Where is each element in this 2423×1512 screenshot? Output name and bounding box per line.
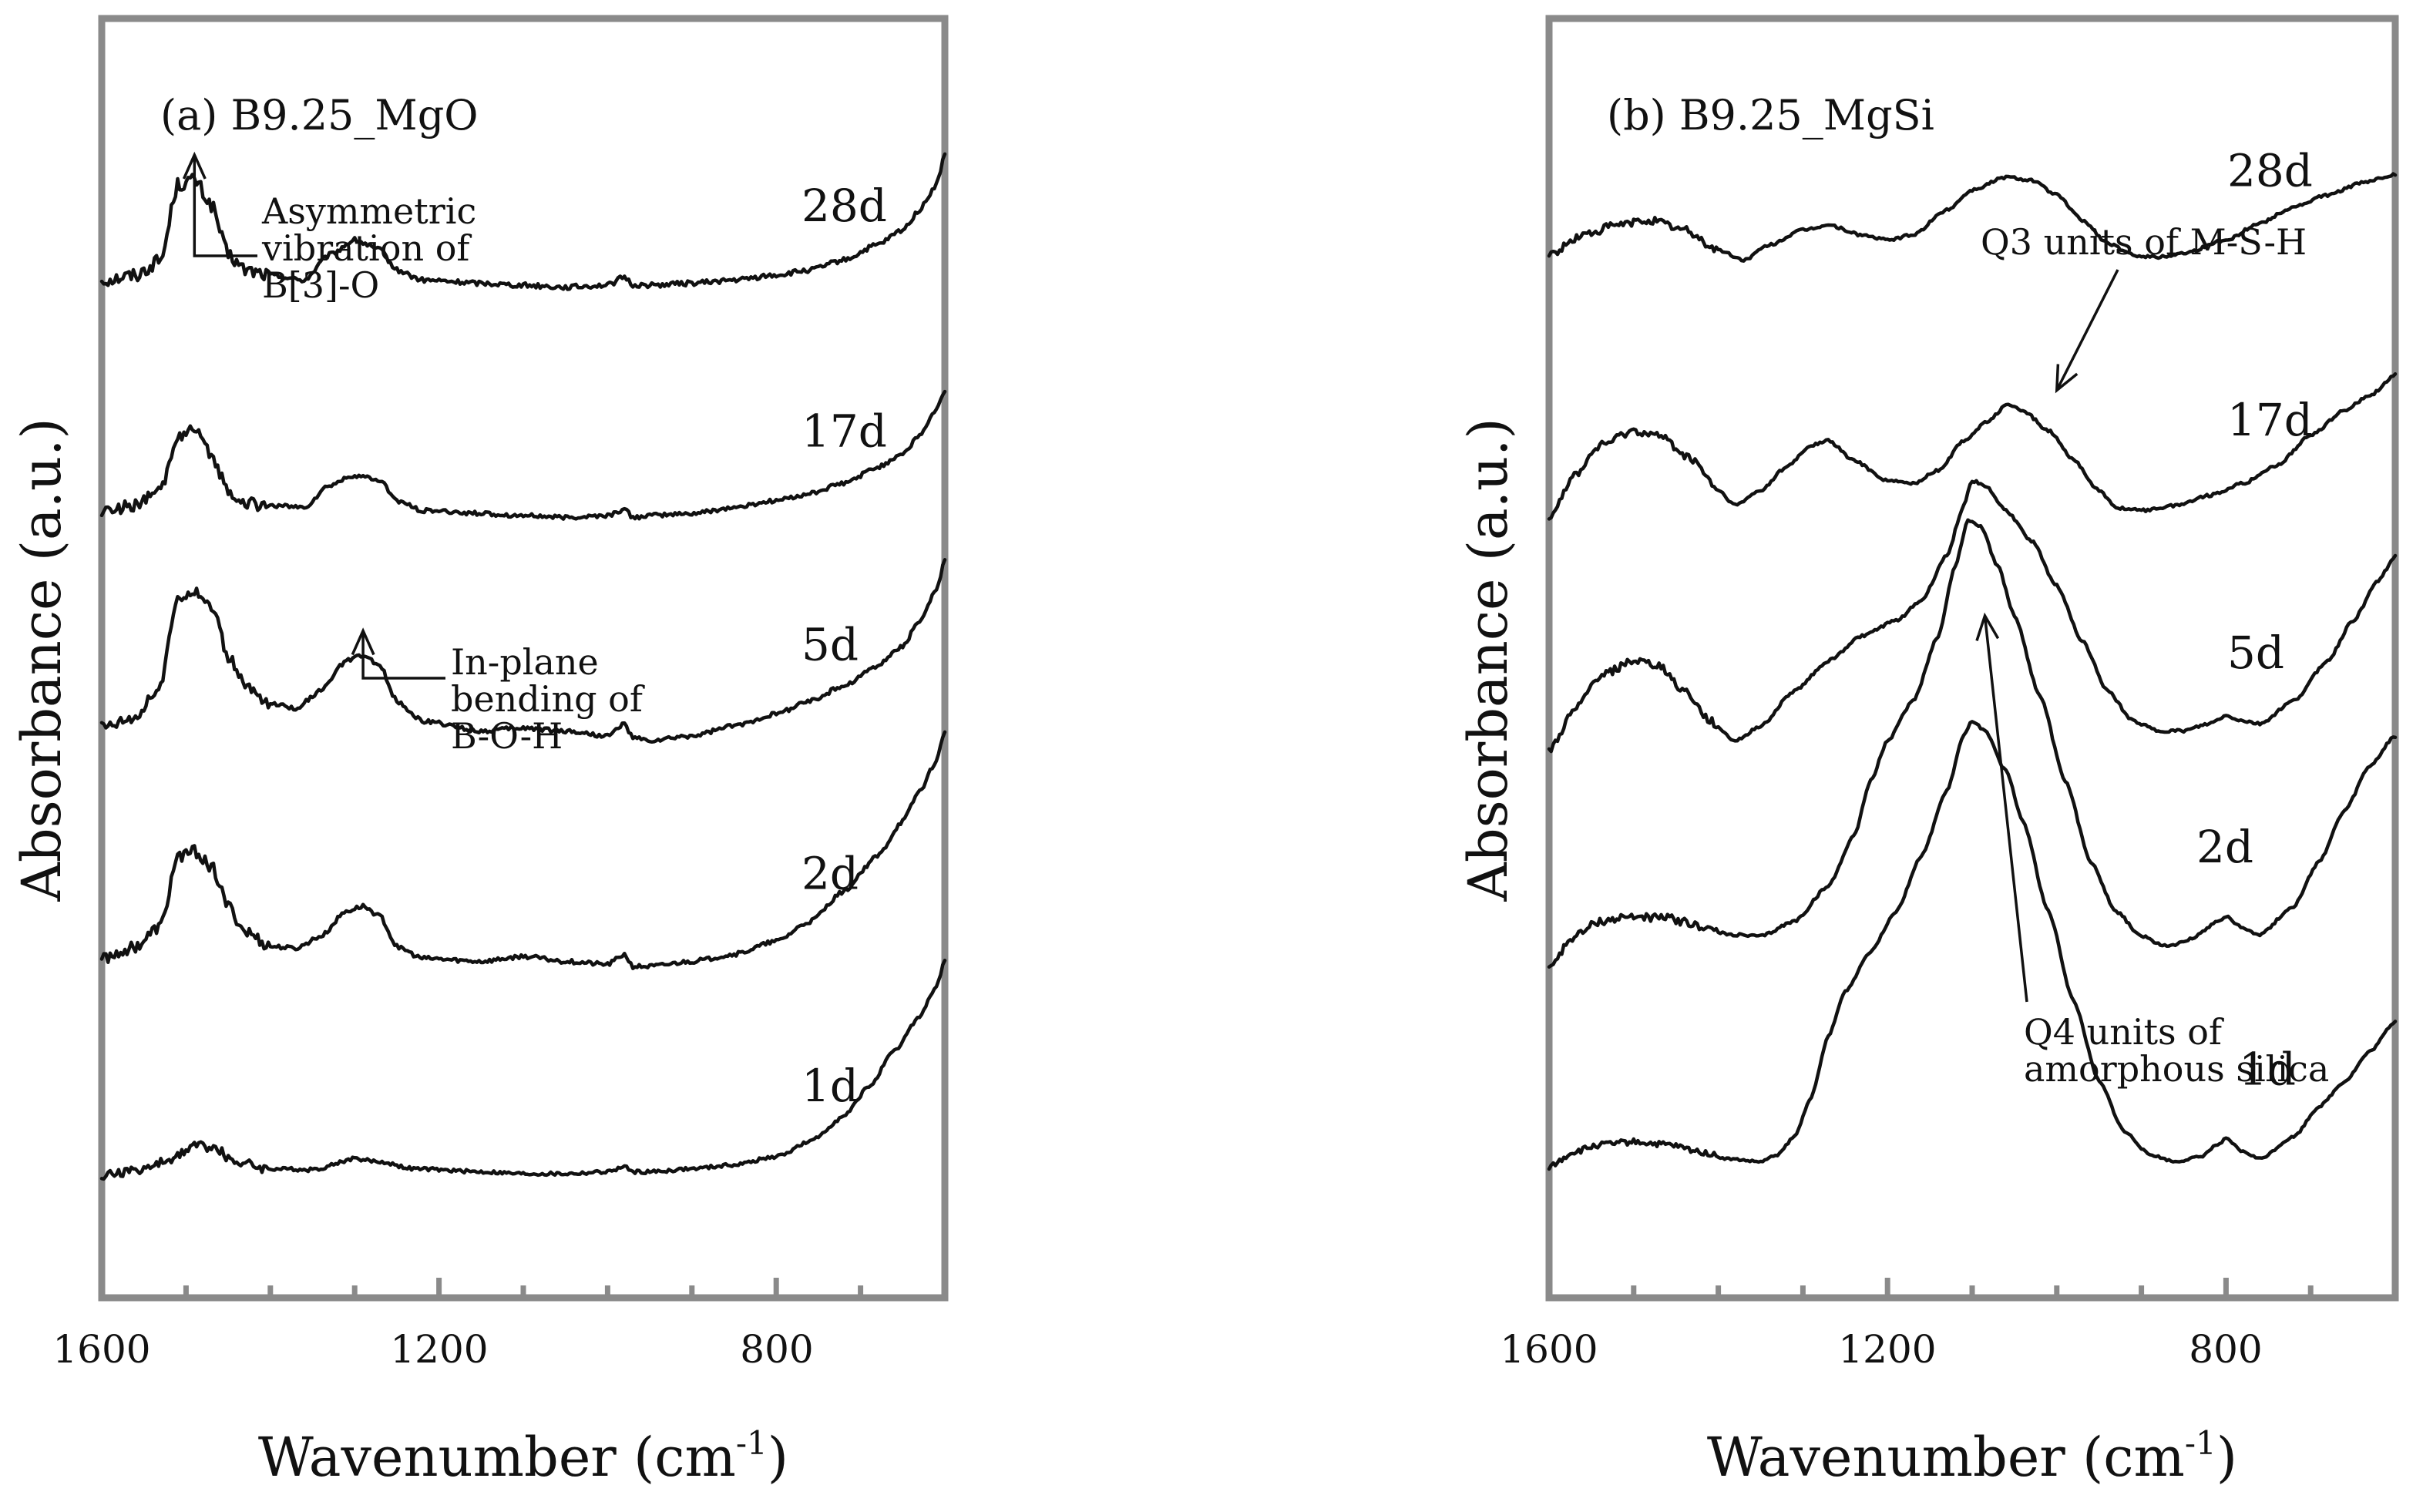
panel-b-xtick-label-1200: 1200 [1838, 1327, 1936, 1372]
panel-b-xtick-label-1600: 1600 [1500, 1327, 1598, 1372]
panel-b-annotation-q3-line-0: Q3 units of M-S-H [1981, 221, 2307, 263]
panel-b-spectrum-1d [1547, 720, 2398, 1171]
panel-a-xtick-label-1200: 1200 [390, 1327, 488, 1372]
panel-a: 28d 17d 5d 2d 1d Asymmetric vibration of B[3]-… [10, 15, 949, 1489]
panel-a-annotation-inplane-line-1: bending of [451, 678, 645, 720]
panel-b-annotation-q3-arrowhead [2055, 364, 2079, 394]
panel-b-series-label-17d: 17d [2227, 394, 2313, 446]
panel-b: 28d 17d 5d 2d 1d Q3 units of M-S-H Q4 units o… [1457, 15, 2399, 1489]
panel-b-series-label-2d: 2d [2196, 821, 2253, 873]
panel-b-annotation-q3-leader [2055, 269, 2119, 391]
panel-b-ticks [1546, 1278, 2314, 1298]
panel-a-series-label-2d: 2d [802, 848, 859, 900]
panel-a-annotations: Asymmetric vibration of B[3]-O In-plane bend… [182, 151, 645, 757]
panel-a-series-label-5d: 5d [802, 618, 859, 670]
panel-a-annotation-inplane-leader [361, 630, 445, 680]
panel-b-series-label-5d: 5d [2227, 627, 2284, 679]
panel-a-xtick-label-1600: 1600 [52, 1327, 150, 1372]
panel-b-annotation-q4-leader [1983, 615, 2028, 1003]
panel-b-spectrum-5d [1547, 479, 2398, 754]
panel-a-series-label-28d: 28d [802, 180, 887, 232]
panel-a-ylabel: Absorbance (a.u.) [10, 418, 73, 902]
panel-a-series [99, 152, 947, 1181]
panel-a-series-label-17d: 17d [802, 405, 887, 458]
panel-a-annotation-asym-line-2: B[3]-O [262, 264, 379, 306]
panel-a-xlabel-exp: -1 [736, 1424, 768, 1462]
panel-b-xtick-label-800: 800 [2189, 1327, 2262, 1372]
panel-b-xlabel: Wavenumber (cm-1) [1707, 1424, 2237, 1489]
panel-a-series-labels: 28d 17d 5d 2d 1d [802, 180, 887, 1112]
panel-b-xlabel-exp: -1 [2185, 1424, 2216, 1462]
panel-a-annotation-inplane: In-plane bending of B-O-H [451, 641, 645, 757]
panel-a-annotation-asym-leader [193, 155, 257, 257]
panel-a-annotation-asym: Asymmetric vibration of B[3]-O [261, 190, 476, 306]
panel-a-annotation-inplane-arrowhead [351, 627, 375, 656]
panel-b-annotation-q4: Q4 units of amorphous silica [2024, 1011, 2329, 1090]
panel-a-spectrum-17d [99, 389, 947, 521]
panel-a-xlabel: Wavenumber (cm-1) [258, 1424, 788, 1489]
panel-b-xlabel-spacer [2065, 1426, 2082, 1489]
panel-a-ticks [99, 1278, 864, 1298]
panel-b-annotation-q4-arrowhead [1975, 612, 2000, 641]
panel-b-series [1547, 172, 2398, 1171]
panel-a-spectrum-5d [99, 558, 947, 744]
panel-a-annotation-inplane-line-0: In-plane [451, 641, 599, 683]
panel-a-spectrum-2d [99, 730, 947, 970]
panel-a-annotation-asym-arrowhead [182, 151, 207, 180]
panel-b-annotation-q4-line-1: amorphous silica [2024, 1048, 2329, 1090]
panel-b-title: (b) B9.25_MgSi [1607, 91, 1934, 139]
panel-b-xlabel-unit: (cm [2082, 1426, 2185, 1489]
panel-a-xlabel-close: ) [768, 1426, 788, 1489]
panel-a-xtick-label-800: 800 [740, 1327, 813, 1372]
panel-a-spectrum-28d [99, 152, 947, 291]
panel-a-xlabel-spacer [617, 1426, 633, 1489]
panel-b-spectrum-28d [1547, 172, 2398, 263]
panel-b-annotation-q4-line-0: Q4 units of [2024, 1011, 2224, 1053]
panel-b-annotations: Q3 units of M-S-H Q4 units of amorphous si… [1975, 221, 2329, 1090]
panel-a-annotation-inplane-line-2: B-O-H [451, 715, 563, 757]
panel-b-spectrum-17d [1547, 372, 2398, 521]
panel-b-xlabel-close: ) [2216, 1426, 2237, 1489]
panel-a-annotation-asym-line-1: vibration of [261, 227, 472, 269]
panel-a-title: (a) B9.25_MgO [160, 91, 479, 139]
panel-b-series-label-28d: 28d [2227, 145, 2313, 197]
panel-a-annotation-asym-line-0: Asymmetric [261, 190, 476, 232]
panel-b-spectrum-2d [1547, 518, 2398, 969]
panel-b-annotation-q3: Q3 units of M-S-H [1981, 221, 2307, 263]
panel-b-ylabel: Absorbance (a.u.) [1457, 418, 1520, 902]
panel-a-xlabel-unit: (cm [633, 1426, 736, 1489]
panel-b-xlabel-text: Wavenumber [1707, 1426, 2065, 1489]
panel-b-series-labels: 28d 17d 5d 2d 1d [2196, 145, 2313, 1096]
panel-a-spectrum-1d [99, 959, 947, 1181]
panel-b-series-label-1d: 1d [2239, 1043, 2296, 1096]
panel-a-xlabel-text: Wavenumber [258, 1426, 617, 1489]
panel-a-series-label-1d: 1d [802, 1060, 859, 1112]
